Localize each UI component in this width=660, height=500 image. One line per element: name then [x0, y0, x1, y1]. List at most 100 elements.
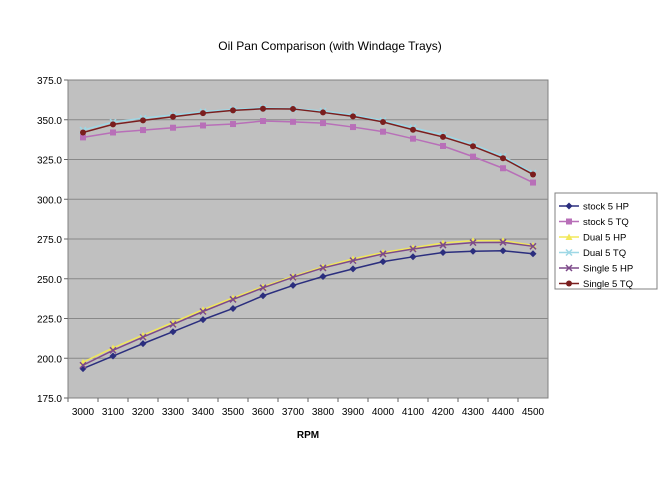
data-point [229, 295, 237, 303]
data-point [229, 304, 237, 312]
data-point [290, 105, 296, 112]
data-point [499, 238, 507, 246]
gridlines [68, 119, 548, 359]
x-tick-label: 4300 [462, 407, 485, 418]
legend: stock 5 HP stock 5 TQ Dual 5 HP Dual 5 TQ Si… [554, 192, 658, 290]
data-point [289, 273, 297, 281]
legend-label: Dual 5 HP [583, 233, 626, 244]
series-line [82, 120, 534, 184]
data-point [380, 128, 386, 135]
legend-label: Single 5 TQ [583, 279, 633, 290]
series-line [82, 108, 534, 176]
series-single-5-tq [80, 105, 536, 178]
data-point [529, 242, 537, 250]
legend-entry: Single 5 HP [559, 264, 633, 275]
data-point [259, 284, 267, 292]
data-point [439, 241, 447, 249]
x-axis-ticks: 3000 3100 3200 3300 3400 3500 3600 3700 3800 3900… [67, 398, 545, 418]
data-point [80, 134, 86, 141]
y-tick-label: 250.0 [37, 275, 62, 286]
data-point [170, 113, 176, 120]
y-tick-label: 175.0 [37, 394, 62, 405]
data-point [320, 120, 326, 127]
chart-title: Oil Pan Comparison (with Windage Trays) [218, 39, 441, 53]
data-point [470, 153, 476, 160]
x-tick-label: 3800 [312, 407, 335, 418]
data-point [469, 239, 477, 247]
x-tick-label: 4100 [402, 407, 425, 418]
data-point [409, 245, 417, 253]
x-tick-label: 3000 [72, 407, 95, 418]
data-point [440, 133, 446, 140]
legend-entry: stock 5 TQ [559, 217, 629, 228]
data-point [230, 107, 236, 114]
x-tick-label: 4500 [522, 407, 545, 418]
legend-box [554, 192, 658, 290]
x-tick-label: 4200 [432, 407, 455, 418]
data-point [230, 121, 236, 128]
data-point [110, 129, 116, 136]
x-tick-label: 4000 [372, 407, 395, 418]
data-point [110, 121, 116, 128]
data-point [500, 165, 506, 172]
data-point [320, 109, 326, 116]
series-stock-5-tq [80, 118, 536, 186]
data-point [410, 135, 416, 142]
x-tick-label: 3900 [342, 407, 365, 418]
data-point [379, 250, 387, 258]
data-point [319, 273, 327, 281]
data-point [349, 265, 357, 273]
data-point [200, 110, 206, 117]
data-point [139, 333, 147, 341]
data-point [349, 257, 357, 265]
y-tick-label: 325.0 [37, 156, 62, 167]
data-point [529, 250, 537, 258]
data-point [140, 127, 146, 134]
series-stock-5-hp [79, 247, 537, 373]
legend-label: stock 5 HP [583, 202, 629, 213]
series-group [79, 104, 537, 373]
legend-marker [565, 202, 573, 210]
data-point [109, 352, 117, 360]
x-tick-label: 4400 [492, 407, 515, 418]
data-point [140, 117, 146, 124]
data-point [79, 361, 87, 369]
x-tick-label: 3600 [252, 407, 275, 418]
series-line [82, 239, 534, 363]
data-point [380, 118, 386, 125]
legend-marker [565, 233, 573, 240]
data-point [350, 124, 356, 131]
legend-marker [565, 264, 573, 272]
data-point [199, 307, 207, 316]
data-point [319, 264, 327, 272]
data-point [109, 346, 117, 354]
data-point [169, 320, 177, 328]
data-point [499, 247, 507, 255]
data-point [409, 253, 417, 261]
y-axis-ticks: 175.0 200.0 225.0 250.0 275.0 300.0 325.0 350.0… [37, 76, 68, 405]
y-tick-label: 275.0 [37, 235, 62, 246]
legend-label: stock 5 TQ [583, 217, 629, 228]
data-point [439, 249, 447, 257]
y-tick-label: 300.0 [37, 195, 62, 206]
data-point [500, 155, 506, 162]
legend-entry: Dual 5 HP [559, 233, 626, 244]
data-point [290, 118, 296, 125]
data-point [469, 247, 477, 255]
series-line [82, 241, 534, 366]
legend-entry: Single 5 TQ [559, 279, 633, 290]
series-single-5-hp [79, 238, 537, 369]
x-tick-label: 3500 [222, 407, 245, 418]
data-point [200, 122, 206, 129]
data-point [289, 281, 297, 289]
legend-label: Dual 5 TQ [583, 248, 626, 259]
data-point [530, 171, 536, 178]
x-axis-label: RPM [297, 430, 319, 441]
x-tick-label: 3400 [192, 407, 215, 418]
x-tick-label: 3100 [102, 407, 125, 418]
data-point [410, 126, 416, 133]
x-tick-label: 3200 [132, 407, 155, 418]
series-line [82, 107, 534, 174]
data-point [260, 118, 266, 125]
legend-marker [566, 218, 572, 225]
